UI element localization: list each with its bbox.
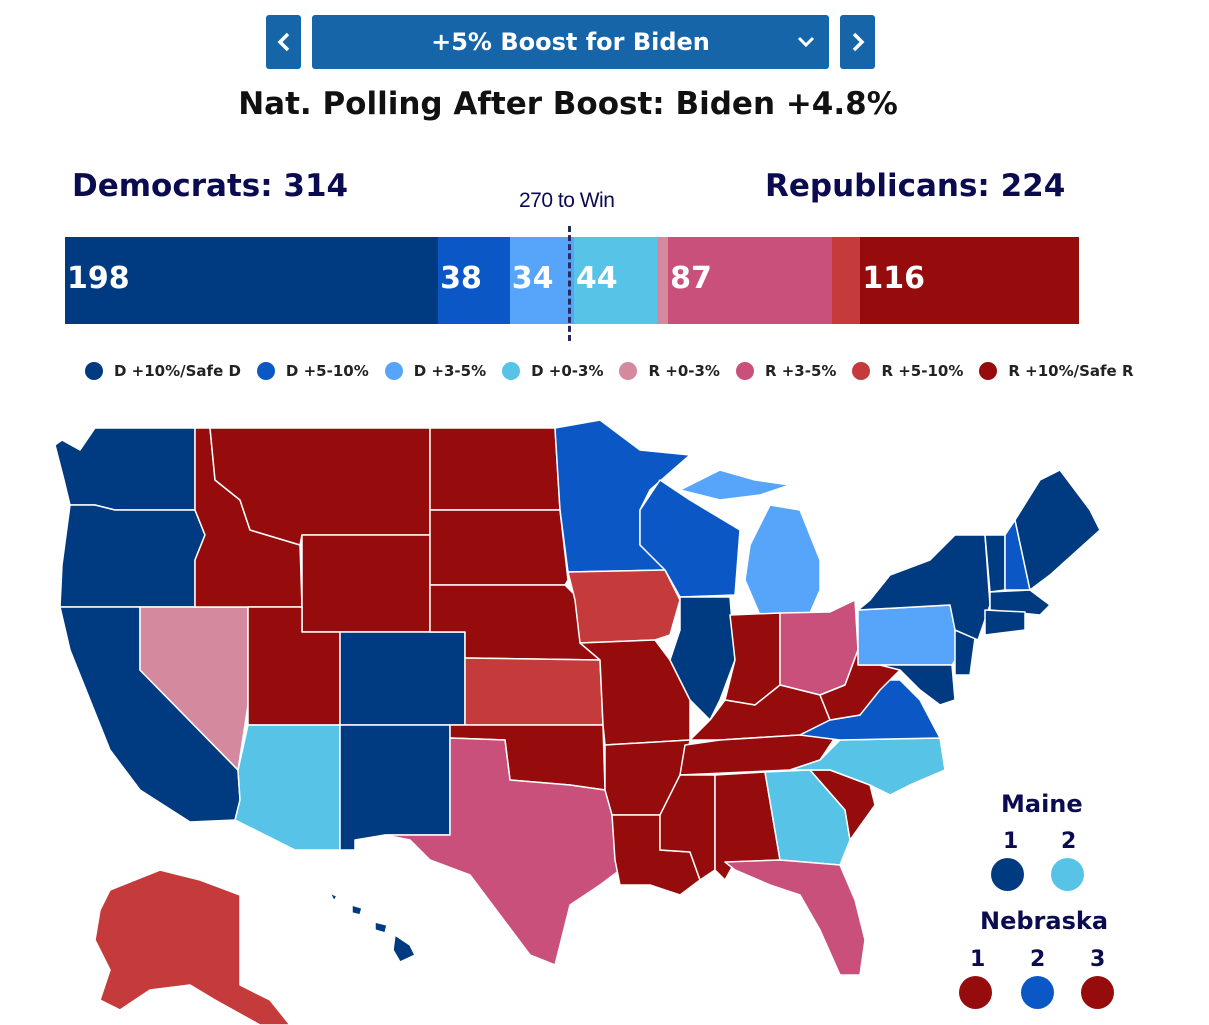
polling-headline: Nat. Polling After Boost: Biden +4.8% — [238, 86, 898, 122]
state-oregon[interactable] — [59, 504, 206, 608]
state-colorado[interactable] — [339, 631, 466, 726]
legend-swatch — [735, 362, 754, 380]
maine-district-1-marker[interactable] — [991, 858, 1024, 891]
legend-swatch — [979, 362, 998, 380]
nebraska-district-3-marker[interactable] — [1081, 976, 1114, 1009]
state-massachusetts[interactable] — [989, 589, 1051, 616]
legend-swatch — [502, 362, 521, 380]
legend-label: D +3-5% — [413, 362, 487, 380]
next-scenario-button[interactable] — [840, 15, 875, 69]
maine-district-1-label: 1 — [1003, 829, 1019, 854]
nebraska-district-1-marker[interactable] — [959, 976, 992, 1009]
state-wyoming[interactable] — [301, 534, 431, 633]
us-electoral-map — [54, 419, 1101, 1025]
legend-label: D +10%/Safe D — [114, 362, 241, 380]
scenario-dropdown[interactable]: +5% Boost for Biden — [312, 15, 829, 69]
democrats-total: Democrats: 314 — [72, 168, 349, 204]
bar-segment-label: 198 — [67, 261, 130, 296]
legend-label: R +3-5% — [764, 362, 837, 380]
legend-item: R +0-3% — [619, 362, 720, 380]
state-florida[interactable] — [724, 859, 866, 976]
maine-district-2-label: 2 — [1061, 829, 1077, 854]
bar-segment-label: 87 — [670, 261, 712, 296]
maine-title: Maine — [1001, 790, 1083, 818]
bar-segment-r_0_3 — [656, 237, 669, 324]
legend-swatch — [852, 362, 871, 380]
state-connecticut[interactable] — [984, 609, 1026, 636]
state-maryland[interactable] — [879, 664, 956, 706]
state-tennessee[interactable] — [679, 729, 841, 776]
legend-label: D +5-10% — [285, 362, 369, 380]
state-arizona[interactable] — [234, 724, 341, 851]
legend-label: R +10%/Safe R — [1008, 362, 1134, 380]
legend-label: D +0-3% — [531, 362, 604, 380]
state-kansas[interactable] — [464, 657, 604, 726]
state-alaska[interactable] — [94, 869, 291, 1025]
bar-segment-label: 44 — [575, 261, 618, 296]
legend-swatch — [619, 362, 638, 380]
bar-segment-label: 34 — [511, 261, 554, 296]
nebraska-district-1-label: 1 — [970, 947, 986, 972]
legend-item: D +3-5% — [384, 362, 487, 380]
nebraska-title: Nebraska — [980, 907, 1109, 935]
nebraska-district-3-label: 3 — [1090, 947, 1106, 972]
state-texas[interactable] — [384, 737, 621, 966]
legend-item: D +5-10% — [256, 362, 369, 380]
nebraska-district-2-marker[interactable] — [1021, 976, 1054, 1009]
bar-segment-d_3_5: 34 — [509, 237, 574, 324]
legend-item: R +5-10% — [852, 362, 963, 380]
state-pennsylvania[interactable] — [857, 604, 963, 666]
legend-swatch — [85, 362, 103, 380]
scenario-selected-label: +5% Boost for Biden — [431, 28, 710, 56]
state-new-mexico[interactable] — [339, 724, 451, 851]
bar-segment-label: 116 — [862, 261, 925, 296]
state-michigan[interactable] — [679, 469, 821, 616]
legend-item: D +10%/Safe D — [85, 362, 241, 380]
bar-segment-r_safe: 116 — [860, 237, 1079, 324]
bar-segment-label: 38 — [440, 261, 482, 296]
state-hawaii[interactable] — [329, 892, 416, 963]
nebraska-district-2-label: 2 — [1030, 947, 1046, 972]
legend-swatch — [384, 362, 403, 380]
legend-item: R +10%/Safe R — [979, 362, 1134, 380]
chevron-right-icon — [852, 32, 864, 52]
state-south-dakota[interactable] — [429, 509, 569, 586]
state-maine[interactable] — [1014, 469, 1101, 591]
bar-segment-d_0_3: 44 — [573, 237, 657, 324]
chevron-down-icon — [797, 36, 815, 48]
state-washington[interactable] — [54, 427, 196, 511]
maine-district-2-marker[interactable] — [1051, 858, 1084, 891]
legend-swatch — [256, 362, 275, 380]
rating-legend: D +10%/Safe D D +5-10% D +3-5% D +0-3% R +0-… — [85, 362, 1150, 380]
republicans-total: Republicans: 224 — [765, 168, 1066, 204]
state-north-dakota[interactable] — [429, 427, 561, 511]
legend-label: R +0-3% — [648, 362, 720, 380]
chevron-left-icon — [277, 32, 289, 52]
bar-segment-r_5_10 — [832, 237, 861, 324]
state-wisconsin[interactable] — [639, 479, 741, 598]
previous-scenario-button[interactable] — [266, 15, 301, 69]
win-threshold-line — [568, 226, 571, 341]
bar-segment-r_3_5: 87 — [668, 237, 833, 324]
win-threshold-label: 270 to Win — [519, 189, 615, 212]
bar-segment-d_5_10: 38 — [438, 237, 510, 324]
state-iowa[interactable] — [567, 569, 681, 644]
legend-item: R +3-5% — [735, 362, 837, 380]
legend-item: D +0-3% — [502, 362, 603, 380]
legend-label: R +5-10% — [881, 362, 964, 380]
electoral-vote-bar: 198 38 34 44 87 116 — [65, 237, 1079, 324]
bar-segment-d_safe: 198 — [65, 237, 439, 324]
